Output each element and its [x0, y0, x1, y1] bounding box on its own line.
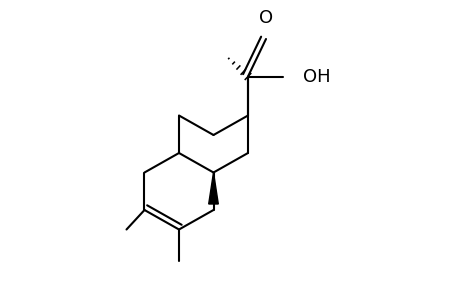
Text: OH: OH [303, 68, 330, 85]
Polygon shape [208, 172, 218, 204]
Text: O: O [258, 9, 273, 27]
